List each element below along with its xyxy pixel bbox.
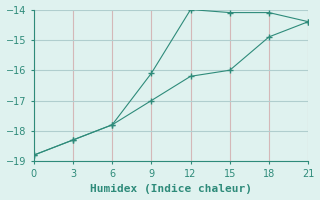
X-axis label: Humidex (Indice chaleur): Humidex (Indice chaleur): [90, 184, 252, 194]
